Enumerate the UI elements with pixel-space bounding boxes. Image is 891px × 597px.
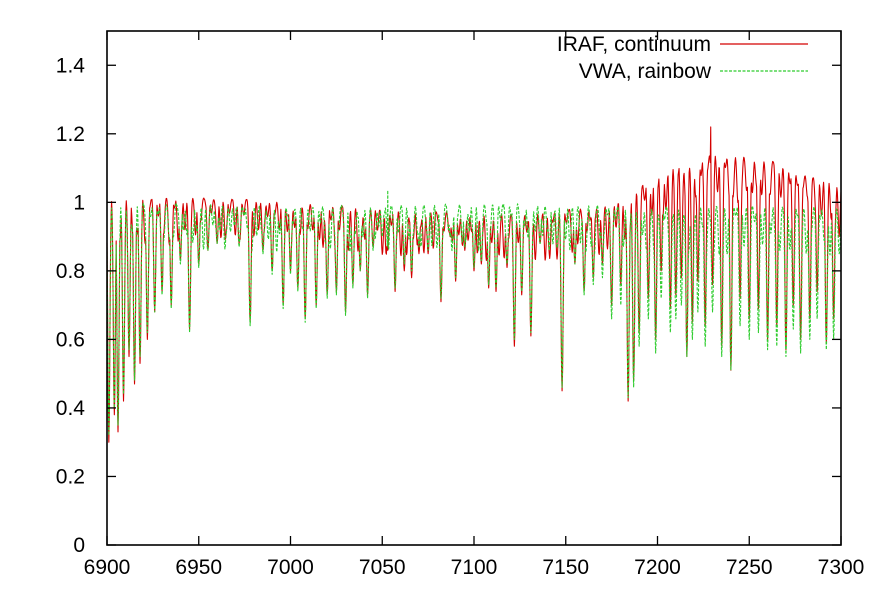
legend-label-vwa: VWA, rainbow (579, 60, 712, 83)
y-tick-label: 0.2 (56, 465, 85, 488)
x-tick-label: 7150 (542, 556, 589, 579)
plot-frame (106, 30, 842, 546)
series-layer (106, 126, 842, 443)
legend-label-iraf: IRAF, continuum (557, 33, 711, 56)
y-tick-label: 0.4 (56, 397, 86, 420)
series-line-iraf (106, 126, 842, 443)
x-tick-label: 6900 (84, 556, 131, 579)
y-tick-label: 1.2 (56, 123, 85, 146)
axis-ticks: 6900 6950 7000 7050 7100 7150 7200 7250 7300 0 0.2… (56, 31, 865, 579)
y-tick-label: 0 (73, 534, 85, 557)
y-tick-label: 0.6 (56, 328, 85, 351)
y-tick-label: 0.8 (56, 260, 85, 283)
y-tick-label: 1 (73, 191, 85, 214)
x-tick-label: 7100 (451, 556, 498, 579)
x-tick-label: 7000 (267, 556, 314, 579)
x-tick-label: 7300 (818, 556, 865, 579)
x-tick-label: 6950 (175, 556, 222, 579)
legend: IRAF, continuum VWA, rainbow (557, 33, 808, 83)
series-line-vwa (106, 189, 842, 436)
y-tick-label: 1.4 (56, 54, 86, 77)
x-tick-label: 7200 (634, 556, 681, 579)
x-tick-label: 7250 (726, 556, 773, 579)
x-tick-label: 7050 (359, 556, 406, 579)
